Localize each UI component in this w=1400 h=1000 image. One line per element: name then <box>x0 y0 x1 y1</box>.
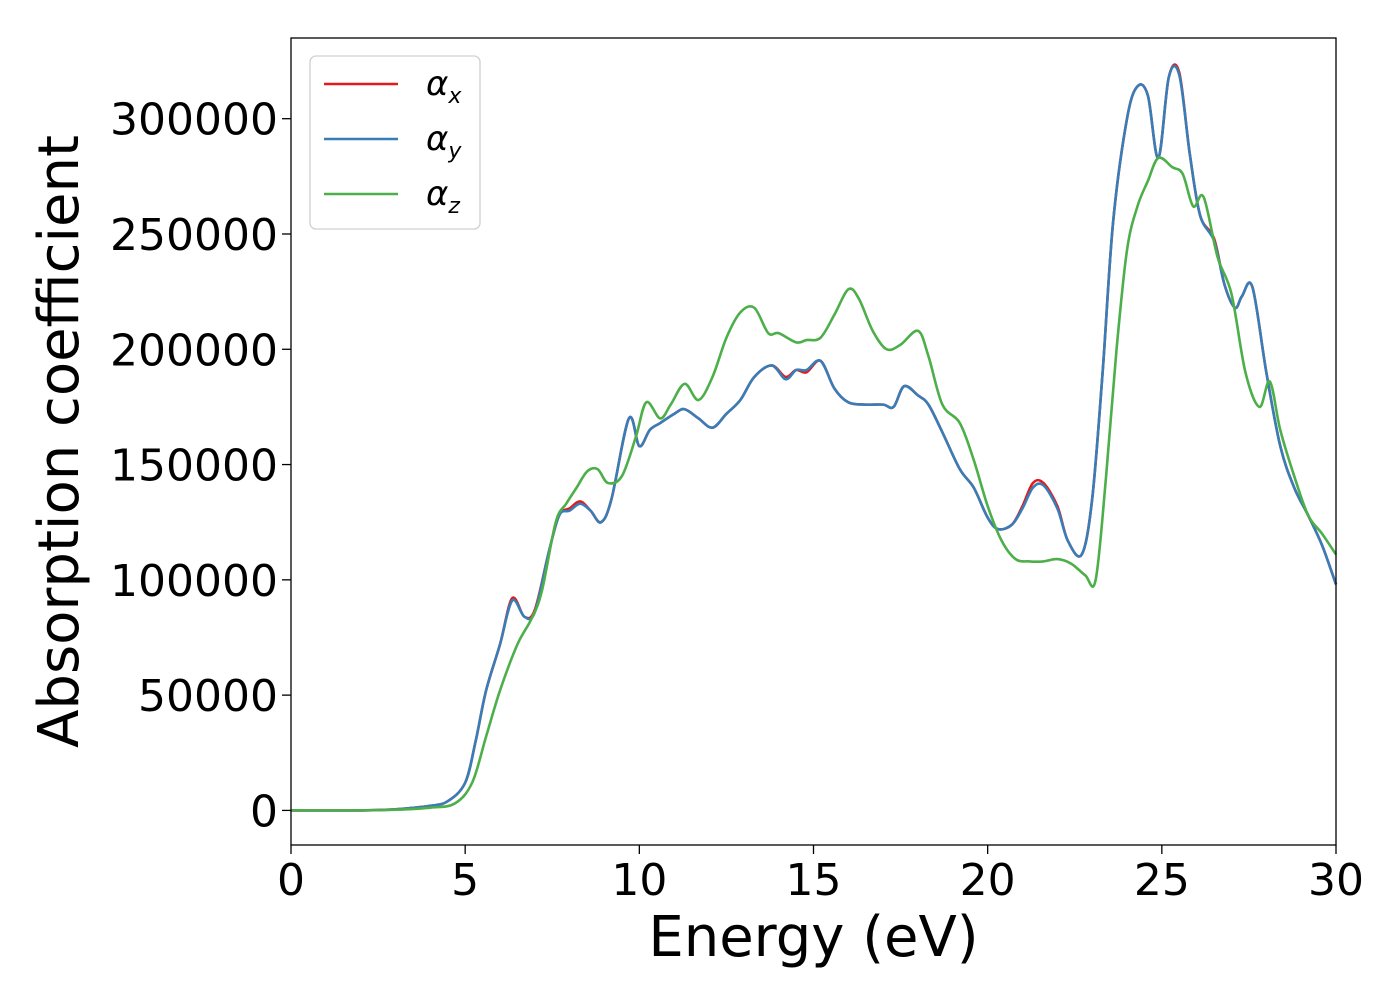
y-tick-label: 100000 <box>110 556 278 607</box>
series-layer <box>290 63 1338 812</box>
x-axis: 0 5 10 15 20 25 30 <box>277 845 1364 906</box>
y-tick-label: 250000 <box>110 210 278 261</box>
series-line-alpha-z <box>290 156 1338 812</box>
x-tick-label: 0 <box>277 855 305 906</box>
x-tick-label: 10 <box>611 855 667 906</box>
y-axis: 0 50000 100000 150000 200000 250000 300000 <box>110 95 291 837</box>
x-tick-label: 30 <box>1308 855 1364 906</box>
x-tick-label: 15 <box>786 855 842 906</box>
x-tick-label: 25 <box>1134 855 1190 906</box>
y-axis-title: Absorption coefficient <box>27 135 92 748</box>
x-axis-title: Energy (eV) <box>648 905 978 970</box>
y-tick-label: 50000 <box>138 671 278 722</box>
y-tick-label: 300000 <box>110 95 278 146</box>
y-tick-label: 200000 <box>110 325 278 376</box>
y-tick-label: 150000 <box>110 441 278 492</box>
legend-box <box>309 55 481 230</box>
legend-label-alpha-z: αz <box>426 174 460 219</box>
x-tick-label: 20 <box>960 855 1016 906</box>
y-tick-label: 0 <box>250 786 278 837</box>
x-tick-label: 5 <box>451 855 479 906</box>
